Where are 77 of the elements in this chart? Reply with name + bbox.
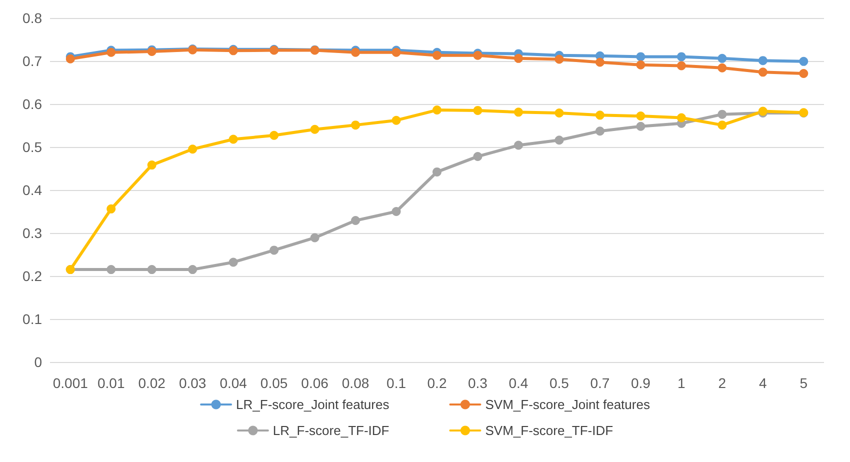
point <box>595 110 604 120</box>
point <box>676 61 686 70</box>
x-tick-label: 1 <box>678 375 686 391</box>
point <box>514 108 523 117</box>
point <box>758 68 768 77</box>
point <box>636 60 646 70</box>
point <box>554 136 564 145</box>
x-tick-label: 0.03 <box>178 375 206 391</box>
point <box>799 68 808 78</box>
point <box>432 167 442 176</box>
y-tick-label: 0.7 <box>22 53 42 69</box>
point <box>718 120 727 130</box>
point <box>758 56 768 66</box>
y-tick-label: 0.5 <box>22 139 42 155</box>
point <box>799 56 808 66</box>
point <box>514 54 523 63</box>
y-tick-label: 0.3 <box>22 225 42 241</box>
point <box>106 265 116 274</box>
x-tick-label: 0.3 <box>468 375 488 391</box>
point <box>636 122 646 131</box>
x-tick-label: 0.2 <box>427 375 447 391</box>
y-tick-label: 0.2 <box>22 268 42 284</box>
x-tick-label: 0.1 <box>386 375 406 391</box>
x-tick-label: 0.08 <box>342 375 370 391</box>
x-tick-label: 5 <box>800 375 808 391</box>
point <box>188 265 198 274</box>
x-tick-label: 0.4 <box>508 375 528 391</box>
legend-label: SVM_F-score_Joint features <box>485 397 650 412</box>
y-tick-label: 0 <box>34 354 42 370</box>
point <box>473 152 482 161</box>
point <box>188 144 198 154</box>
point <box>351 120 360 130</box>
point <box>228 134 238 144</box>
x-tick-label: 0.001 <box>52 375 88 391</box>
point <box>270 130 279 140</box>
point <box>228 258 238 267</box>
y-tick-label: 0.1 <box>22 311 42 327</box>
point <box>554 108 564 118</box>
x-tick-label: 0.04 <box>220 375 248 391</box>
point <box>718 54 727 63</box>
point <box>595 58 604 67</box>
point <box>310 233 320 242</box>
point <box>595 126 604 136</box>
point <box>392 116 401 125</box>
y-tick-label: 0.4 <box>22 182 42 198</box>
point <box>473 106 482 115</box>
point <box>554 54 564 64</box>
legend-label: SVM_F-score_TF-IDF <box>485 423 614 438</box>
x-tick-label: 0.02 <box>138 375 166 391</box>
x-tick-label: 0.5 <box>549 375 570 391</box>
point <box>351 216 360 226</box>
point <box>147 160 156 170</box>
y-tick-label: 0.6 <box>22 96 42 112</box>
legend-label: LR_F-score_TF-IDF <box>272 423 390 438</box>
point <box>718 110 727 119</box>
point <box>432 50 442 60</box>
point <box>106 204 116 214</box>
y-tick-label: 0.8 <box>22 10 42 26</box>
point <box>718 63 727 72</box>
point <box>310 124 320 134</box>
x-tick-label: 0.06 <box>301 375 329 391</box>
point <box>636 52 646 62</box>
x-tick-label: 0.7 <box>590 375 610 391</box>
point <box>270 246 279 255</box>
x-tick-label: 4 <box>758 375 767 391</box>
point <box>676 113 686 122</box>
point <box>676 52 686 62</box>
point <box>147 265 156 274</box>
x-tick-label: 2 <box>718 375 726 391</box>
x-tick-label: 0.01 <box>97 375 125 391</box>
point <box>432 106 442 115</box>
legend-label: LR_F-score_Joint features <box>236 397 390 412</box>
point <box>392 207 401 216</box>
x-tick-label: 0.05 <box>260 375 288 391</box>
x-tick-label: 0.9 <box>630 375 651 391</box>
point <box>514 140 523 150</box>
point <box>636 112 646 121</box>
